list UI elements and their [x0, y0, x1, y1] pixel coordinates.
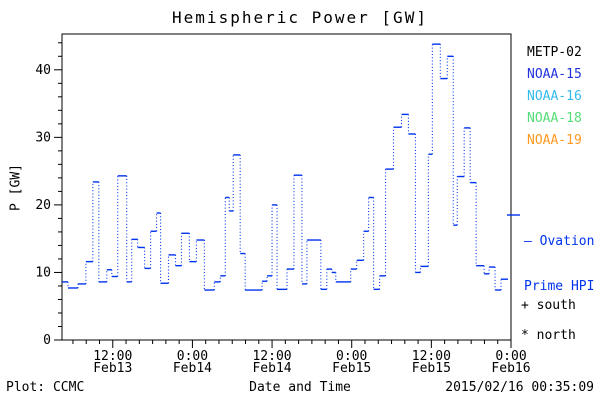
legend-ovation-line1: — Ovation	[524, 234, 595, 249]
x-tick-date: Feb14	[173, 361, 212, 376]
legend-item-noaa-19: NOAA-19	[527, 133, 582, 148]
x-tick-date: Feb16	[491, 361, 530, 376]
footer-timestamp: 2015/02/16 00:35:09	[445, 380, 594, 395]
plot-frame	[61, 33, 512, 341]
x-tick-time: 0:00	[336, 349, 367, 364]
y-axis-label: P [GW]	[8, 164, 24, 211]
y-tick-label: 40	[35, 63, 51, 78]
x-tick-time: 12:00	[252, 349, 291, 364]
y-tick-label: 20	[35, 198, 51, 213]
x-tick-time: 12:00	[93, 349, 132, 364]
x-tick-date: Feb15	[332, 361, 371, 376]
x-tick-date: Feb14	[252, 361, 291, 376]
x-tick-date: Feb15	[412, 361, 451, 376]
legend-marker-north: * north	[521, 328, 576, 343]
legend-item-noaa-15: NOAA-15	[527, 67, 582, 82]
legend-marker-south: + south	[521, 298, 576, 313]
x-tick-date: Feb13	[93, 361, 132, 376]
legend-item-noaa-18: NOAA-18	[527, 111, 582, 126]
legend-item-metp-02: METP-02	[527, 45, 582, 60]
y-tick-label: 30	[35, 130, 51, 145]
x-tick-time: 0:00	[495, 349, 526, 364]
y-tick-label: 0	[43, 333, 51, 348]
chart-title: Hemispheric Power [GW]	[172, 8, 428, 27]
y-tick-label: 10	[35, 265, 51, 280]
legend-item-noaa-16: NOAA-16	[527, 89, 582, 104]
legend-ovation: — Ovation Prime HPI	[524, 204, 600, 324]
footer-plot-source: Plot: CCMC	[6, 380, 85, 395]
x-axis-label: Date and Time	[249, 380, 351, 395]
x-tick-time: 0:00	[177, 349, 208, 364]
legend-ovation-line2: Prime HPI	[524, 279, 595, 294]
x-tick-time: 12:00	[412, 349, 451, 364]
